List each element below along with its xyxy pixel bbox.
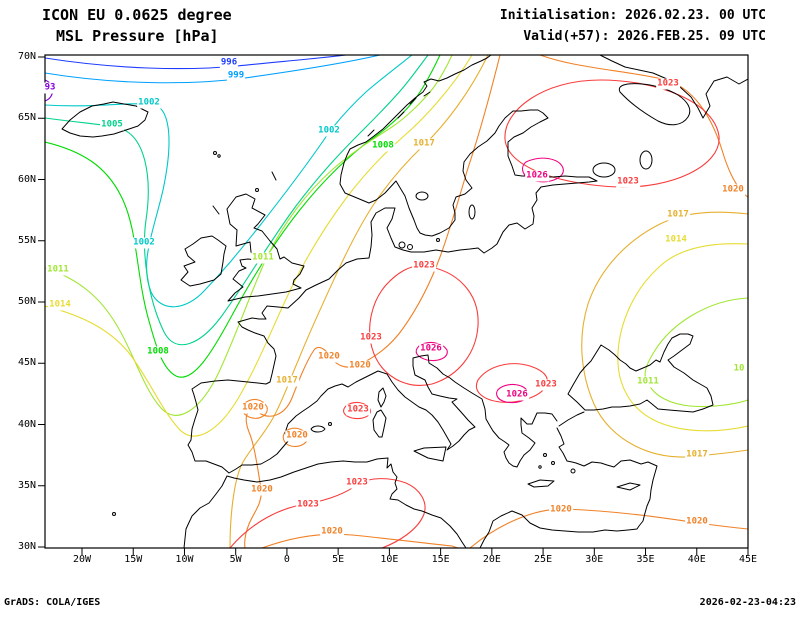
coast-funen — [407, 244, 413, 250]
init-time: Initialisation: 2026.02.23. 00 UTC — [499, 8, 766, 23]
isobar-1026-alps — [415, 341, 448, 362]
isobar-1008 — [45, 55, 441, 378]
isobar-1017-east — [581, 211, 748, 458]
lake-onega — [639, 150, 653, 170]
isobar-1020-central — [244, 55, 501, 548]
isobar-1002 — [45, 55, 413, 308]
coast-mallorca — [310, 425, 326, 433]
isobar-1017 — [229, 55, 489, 548]
coast-rhodes — [570, 468, 576, 474]
coast-white-sea — [618, 83, 691, 126]
coast-gotland — [468, 204, 476, 220]
coast-north-africa — [183, 457, 467, 548]
coast-ibiza — [300, 434, 304, 438]
coast-corsica — [377, 387, 387, 408]
isobar-1023-central — [369, 265, 479, 386]
isobar-1026-finland — [522, 157, 564, 183]
isobar-1023-tyrrhenian — [343, 401, 372, 420]
model-title: ICON EU 0.0625 degree — [42, 6, 232, 24]
coast-southwest-europe — [187, 289, 558, 474]
coast-faroe1 — [213, 151, 217, 155]
isobar-993 — [45, 79, 54, 102]
lake-ladoga — [592, 162, 616, 178]
isobar-1023-balkans — [476, 363, 548, 403]
isobar-1020-spain-cell2 — [241, 398, 268, 419]
coast-fennoscandia — [305, 55, 598, 291]
coast-marmara — [558, 411, 585, 427]
coast-kola-kanin — [599, 55, 748, 119]
coast-sicily — [413, 446, 447, 462]
isobar-1023-russia-high — [504, 79, 720, 188]
coast-iceland — [61, 101, 149, 138]
coast-orkney — [255, 188, 259, 192]
time-block: Initialisation: 2026.02.23. 00 UTC Valid… — [500, 5, 766, 47]
coast-madeira — [112, 512, 116, 516]
coast-shetland — [271, 171, 277, 181]
coast-turkey-levant — [479, 427, 658, 548]
coast-sardinia — [372, 409, 387, 438]
valid-time: Valid(+57): 2026.FEB.25. 09 UTC — [523, 29, 766, 44]
isobar-1014 — [45, 55, 473, 437]
isobar-1023-africa — [229, 478, 426, 548]
coast-aegean-isle1 — [543, 453, 547, 457]
map-frame — [44, 54, 749, 549]
isobar-996 — [45, 55, 347, 70]
isobar-1020-spain-cell — [282, 427, 309, 447]
isobar-1005 — [45, 55, 429, 346]
isobar-1011 — [45, 55, 453, 416]
lake-vanern — [415, 191, 429, 201]
title-block: ICON EU 0.0625 degree MSL Pressure [hPa] — [42, 5, 232, 47]
coast-aegean-isle3 — [538, 465, 542, 469]
coast-black-sea — [567, 333, 714, 413]
coast-hebrides — [212, 205, 220, 215]
coast-ireland — [180, 235, 227, 287]
isobar-1026-balkans — [496, 383, 529, 404]
coastlines — [61, 55, 748, 548]
coast-crete — [527, 479, 555, 488]
coast-aegean-isle2 — [551, 461, 555, 465]
coast-zealand — [398, 241, 406, 249]
coast-bornholm — [436, 238, 440, 242]
coast-menorca — [328, 422, 332, 426]
isobar-999 — [45, 55, 381, 84]
coast-faroe2 — [217, 154, 221, 158]
isobar-1011-blacksea — [644, 297, 748, 408]
grads-stamp: GrADS: COLA/IGES — [4, 597, 101, 608]
axis-ticks — [38, 56, 749, 555]
isobar-1020-northeast — [539, 55, 748, 198]
creation-timestamp: 2026-02-23-04:23 — [699, 597, 796, 608]
coast-fjords — [367, 91, 431, 137]
coast-cyprus — [616, 482, 641, 491]
isobar-contours — [45, 55, 748, 548]
isobar-1020-africa — [261, 533, 459, 548]
isobar-1020-southeast — [469, 508, 748, 548]
field-title: MSL Pressure [hPa] — [56, 27, 219, 45]
isobar-1014-blacksea — [617, 243, 748, 432]
